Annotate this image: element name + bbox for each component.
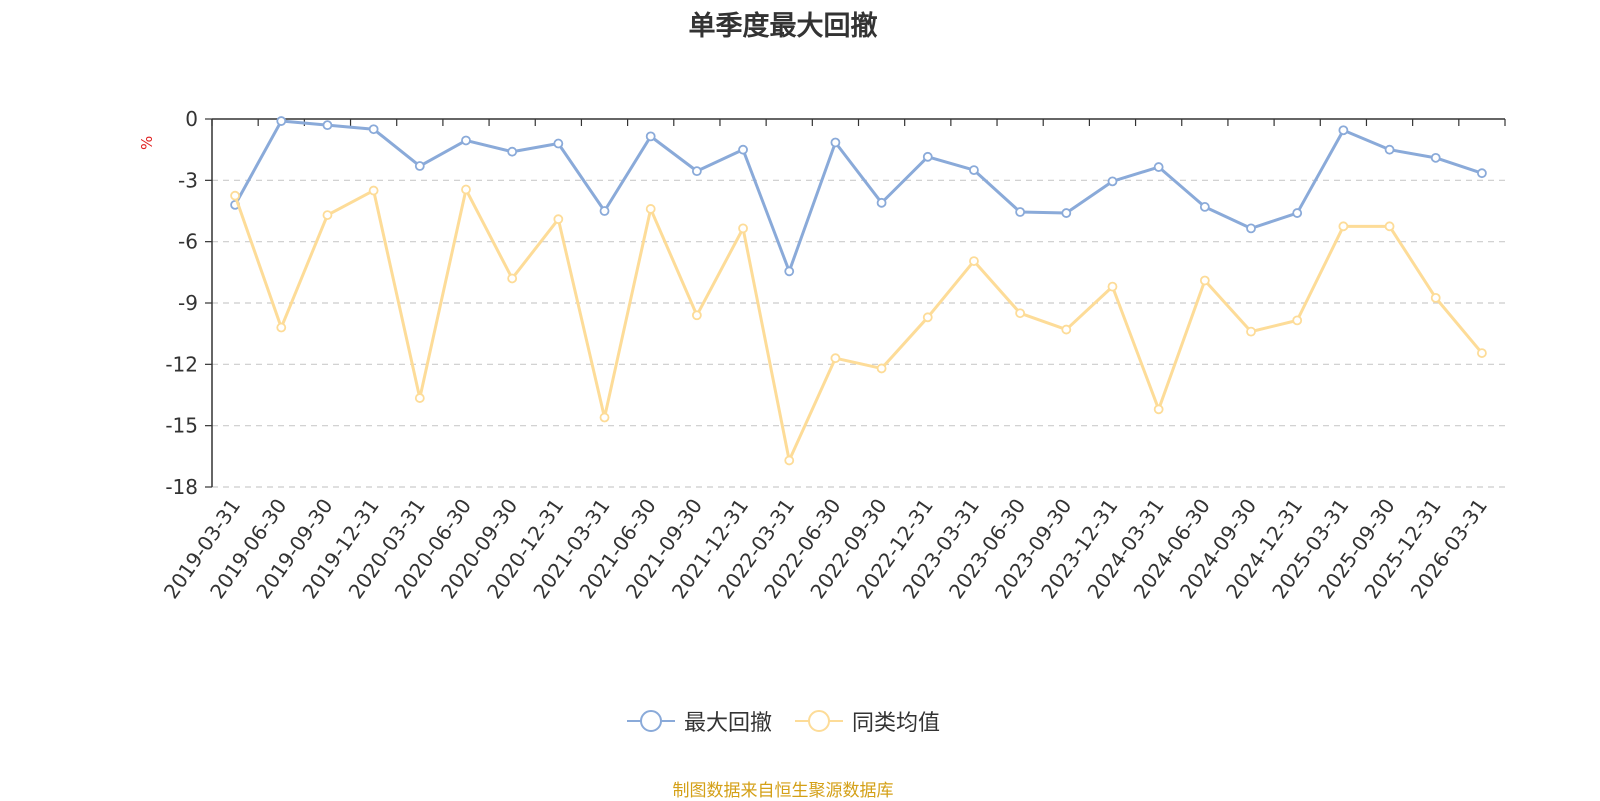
data-point: [969, 165, 979, 176]
data-point: [969, 256, 979, 266]
series-line-0: [233, 119, 1483, 273]
data-point: [876, 197, 887, 208]
y-tick-label: -6: [178, 230, 198, 254]
y-tick-label: -12: [165, 352, 198, 376]
legend: 最大回撤 同类均值: [0, 705, 1566, 737]
data-point: [1430, 292, 1441, 303]
data-point: [922, 151, 933, 162]
data-point: [738, 223, 748, 234]
data-point: [645, 204, 656, 214]
data-point: [1199, 275, 1210, 286]
data-point: [599, 412, 610, 423]
data-point: [1199, 202, 1210, 212]
y-tick-label: -15: [165, 414, 198, 438]
data-point: [645, 131, 656, 142]
data-point: [1338, 221, 1349, 232]
legend-marker-icon: [795, 710, 843, 732]
data-point: [830, 137, 841, 148]
data-point: [1246, 326, 1256, 337]
y-tick-label: -9: [178, 291, 198, 315]
data-point: [507, 146, 518, 157]
y-tick-label: 0: [185, 107, 198, 131]
series-line-1: [233, 188, 1484, 462]
y-tick-label: -3: [178, 168, 198, 192]
data-point: [368, 185, 379, 196]
data-point: [1107, 176, 1118, 187]
data-point: [876, 363, 887, 374]
data-point: [922, 312, 933, 323]
data-point: [553, 214, 564, 225]
data-point: [1430, 152, 1441, 163]
data-point: [507, 273, 518, 284]
data-point: [414, 161, 425, 171]
y-tick-label: -18: [165, 475, 198, 499]
source-note: 制图数据来自恒生聚源数据库: [672, 781, 894, 801]
data-point: [1384, 144, 1395, 155]
data-point: [784, 266, 795, 277]
data-point: [1338, 125, 1349, 136]
data-point: [599, 206, 610, 216]
data-point: [276, 116, 287, 126]
data-point: [691, 166, 702, 177]
y-axis-label: %: [138, 135, 156, 150]
data-point: [1061, 324, 1072, 335]
data-point: [1292, 208, 1303, 218]
legend-item-1[interactable]: 同类均值: [794, 705, 940, 737]
legend-item-0[interactable]: 最大回撤: [626, 705, 772, 737]
data-point: [1153, 404, 1164, 415]
legend-label: 同类均值: [852, 711, 941, 736]
data-point: [1477, 348, 1487, 358]
data-point: [1015, 207, 1026, 217]
data-point: [830, 353, 841, 364]
data-point: [784, 455, 795, 466]
data-point: [1292, 315, 1303, 326]
data-point: [461, 184, 471, 195]
data-point: [230, 190, 240, 201]
data-point: [368, 124, 379, 135]
data-point: [1061, 208, 1072, 218]
data-point: [1153, 162, 1164, 172]
data-point: [738, 144, 748, 155]
legend-marker-icon: [626, 710, 675, 732]
data-point: [276, 322, 287, 333]
series: [230, 116, 1487, 466]
data-point: [461, 135, 471, 146]
data-point: [691, 310, 702, 321]
chart-title: 单季度最大回撤: [688, 11, 878, 42]
data-point: [414, 393, 425, 403]
data-point: [322, 210, 333, 220]
data-point: [1477, 168, 1487, 179]
data-point: [1246, 223, 1256, 234]
data-point: [553, 138, 564, 149]
legend-label: 最大回撤: [683, 711, 772, 736]
data-point: [1107, 281, 1118, 292]
data-point: [322, 120, 333, 131]
data-point: [1015, 308, 1026, 319]
data-point: [1384, 221, 1395, 232]
